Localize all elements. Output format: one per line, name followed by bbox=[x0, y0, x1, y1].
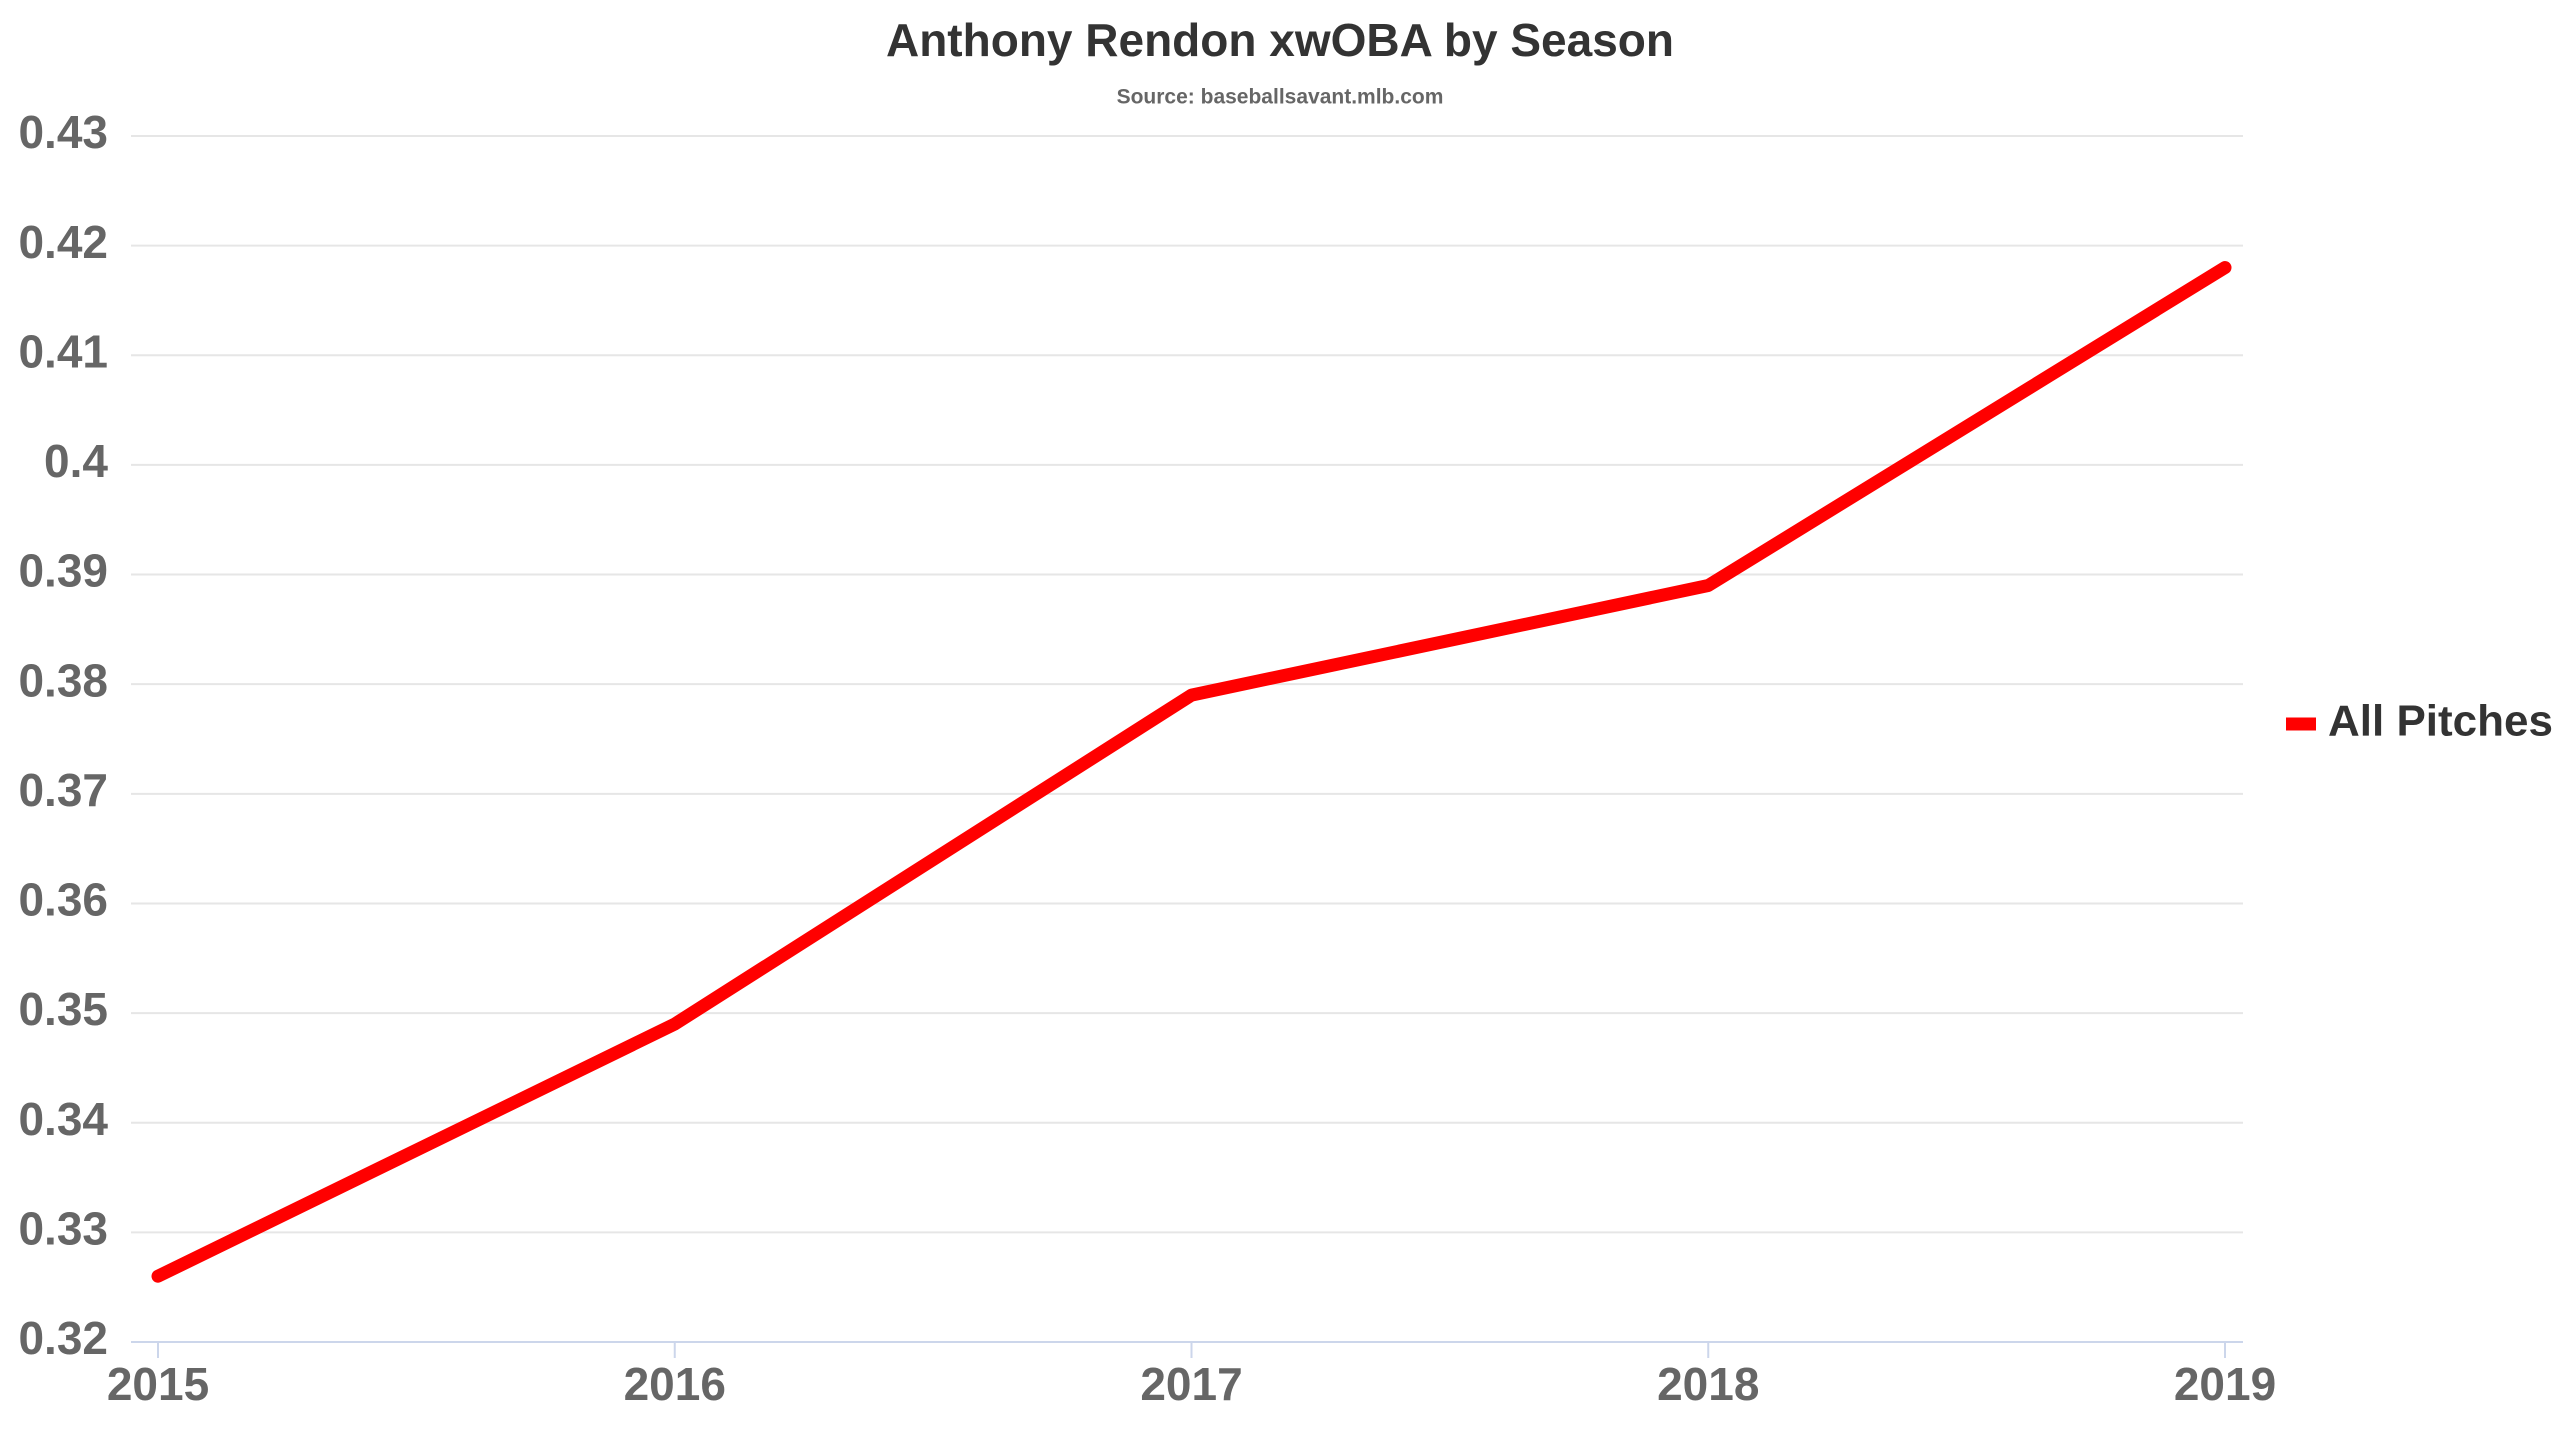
y-tick-label: 0.33 bbox=[18, 1203, 108, 1255]
y-tick-label: 0.42 bbox=[18, 216, 108, 268]
x-tick-label: 2016 bbox=[624, 1358, 726, 1410]
line bbox=[151, 261, 2232, 1283]
y-tick-label: 0.34 bbox=[18, 1093, 108, 1145]
y-tick-label: 0.36 bbox=[18, 874, 108, 926]
y-tick-label: 0.39 bbox=[18, 545, 108, 597]
x-tick-label: 2018 bbox=[1657, 1358, 1759, 1410]
y-tick-label: 0.38 bbox=[18, 654, 108, 706]
x-tick-label: 2019 bbox=[2174, 1358, 2276, 1410]
y-tick-label: 0.37 bbox=[18, 764, 108, 816]
legend-label: All Pitches bbox=[2328, 697, 2553, 746]
y-tick-label: 0.35 bbox=[18, 983, 108, 1035]
y-tick-label: 0.43 bbox=[18, 106, 108, 158]
y-tick-label: 0.4 bbox=[44, 435, 108, 487]
chart-subtitle: Source: baseballsavant.mlb.com bbox=[1117, 86, 1444, 109]
y-tick-label: 0.32 bbox=[18, 1312, 108, 1364]
x-tick-label: 2017 bbox=[1140, 1358, 1242, 1410]
x-tick-label: 2015 bbox=[107, 1358, 209, 1410]
y-tick-label: 0.41 bbox=[18, 325, 108, 377]
chart-title: Anthony Rendon xwOBA by Season bbox=[886, 14, 1674, 66]
